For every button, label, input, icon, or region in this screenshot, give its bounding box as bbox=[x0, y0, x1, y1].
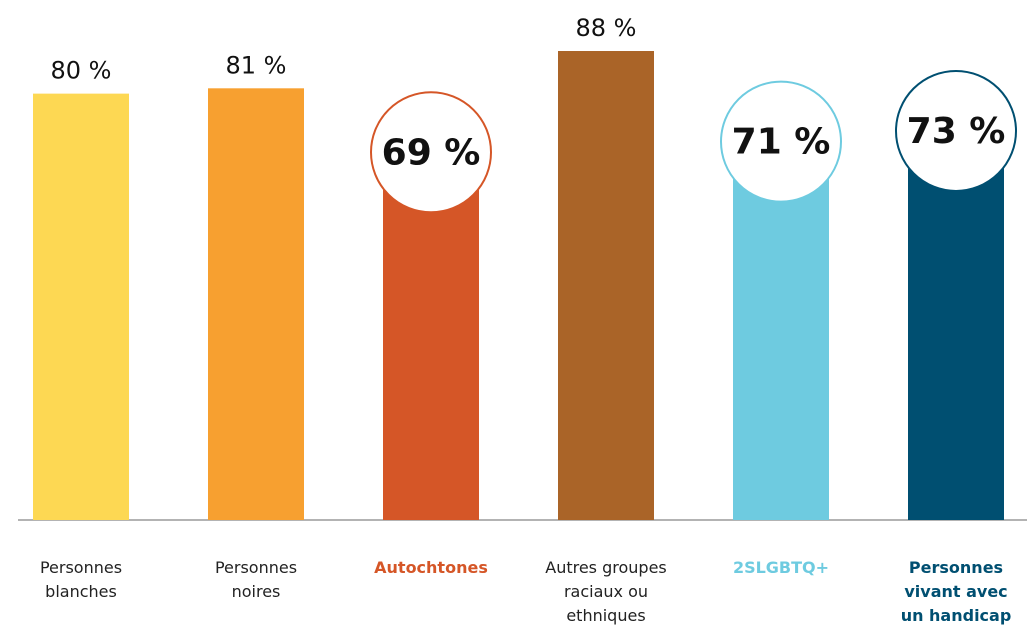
bar bbox=[383, 152, 479, 521]
highlight-circle bbox=[895, 69, 1017, 192]
category-label: Autochtones bbox=[374, 558, 488, 577]
value-label: 69 % bbox=[382, 132, 481, 173]
bar bbox=[33, 93, 129, 521]
category-label: Personnes vivant avec un handicap bbox=[900, 558, 1012, 625]
value-label: 71 % bbox=[732, 122, 831, 163]
value-label: 80 % bbox=[51, 57, 112, 85]
category-label: Personnes noires bbox=[214, 558, 298, 601]
value-label: 73 % bbox=[907, 111, 1006, 152]
value-label: 88 % bbox=[576, 14, 637, 42]
highlight-circle bbox=[370, 91, 492, 214]
bar bbox=[558, 51, 654, 520]
category-label: 2SLGBTQ+ bbox=[732, 558, 830, 577]
bar bbox=[908, 130, 1004, 520]
bar bbox=[733, 141, 829, 520]
category-label: Autres groupes raciaux ou ethniques bbox=[545, 558, 667, 625]
value-label: 81 % bbox=[226, 51, 287, 79]
bar bbox=[208, 88, 304, 520]
highlight-circle bbox=[720, 80, 842, 203]
category-label: Personnes blanches bbox=[39, 558, 123, 601]
